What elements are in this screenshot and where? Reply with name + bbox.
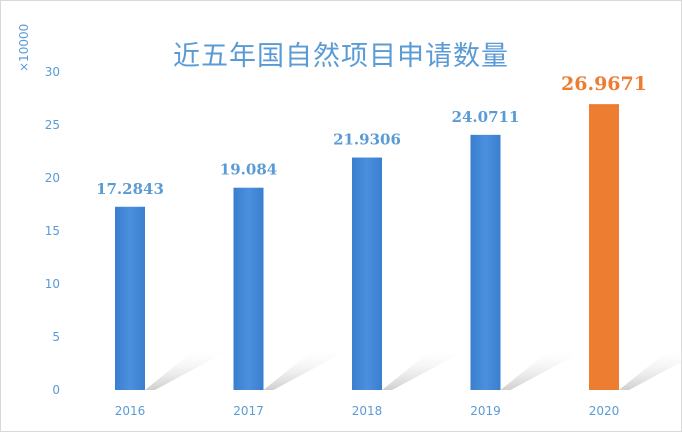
y-axis-unit-label: ×10000: [17, 24, 31, 72]
data-label: 17.2843: [96, 180, 164, 198]
x-tick-label: 2020: [589, 404, 620, 418]
y-tick-label: 10: [45, 277, 60, 291]
bar-shadow: [500, 348, 589, 390]
y-tick-label: 20: [45, 171, 60, 185]
y-axis-unit-text: ×10000: [17, 24, 31, 72]
data-labels: 17.2843 19.084 21.9306 24.0711 26.9671: [96, 73, 647, 198]
bar: [352, 157, 382, 390]
y-tick-label: 25: [45, 118, 60, 132]
y-axis-tick-labels: 0 5 10 15 20 25 30: [45, 65, 60, 397]
x-tick-label: 2017: [233, 404, 264, 418]
x-tick-label: 2019: [470, 404, 501, 418]
y-tick-label: 0: [52, 383, 60, 397]
bar-highlight: [589, 104, 619, 390]
data-label: 26.9671: [561, 73, 647, 95]
y-tick-label: 30: [45, 65, 60, 79]
bar-shadow: [263, 348, 352, 390]
bar: [115, 206, 145, 390]
y-tick-label: 5: [52, 330, 60, 344]
bar-shadow: [145, 348, 233, 390]
data-label: 19.084: [220, 161, 277, 179]
data-label: 21.9306: [333, 131, 401, 149]
y-tick-label: 15: [45, 224, 60, 238]
data-label: 24.0711: [452, 108, 520, 126]
bar-shadow: [619, 348, 682, 390]
bar-shadows: [145, 348, 682, 390]
x-tick-label: 2016: [115, 404, 146, 418]
x-axis-tick-labels: 2016 2017 2018 2019 2020: [115, 404, 620, 418]
bars: [115, 104, 619, 390]
x-tick-label: 2018: [352, 404, 383, 418]
chart-title: 近五年国自然项目申请数量: [173, 41, 509, 72]
bar-shadow: [382, 348, 470, 390]
bar: [233, 187, 264, 390]
bar: [470, 134, 501, 390]
